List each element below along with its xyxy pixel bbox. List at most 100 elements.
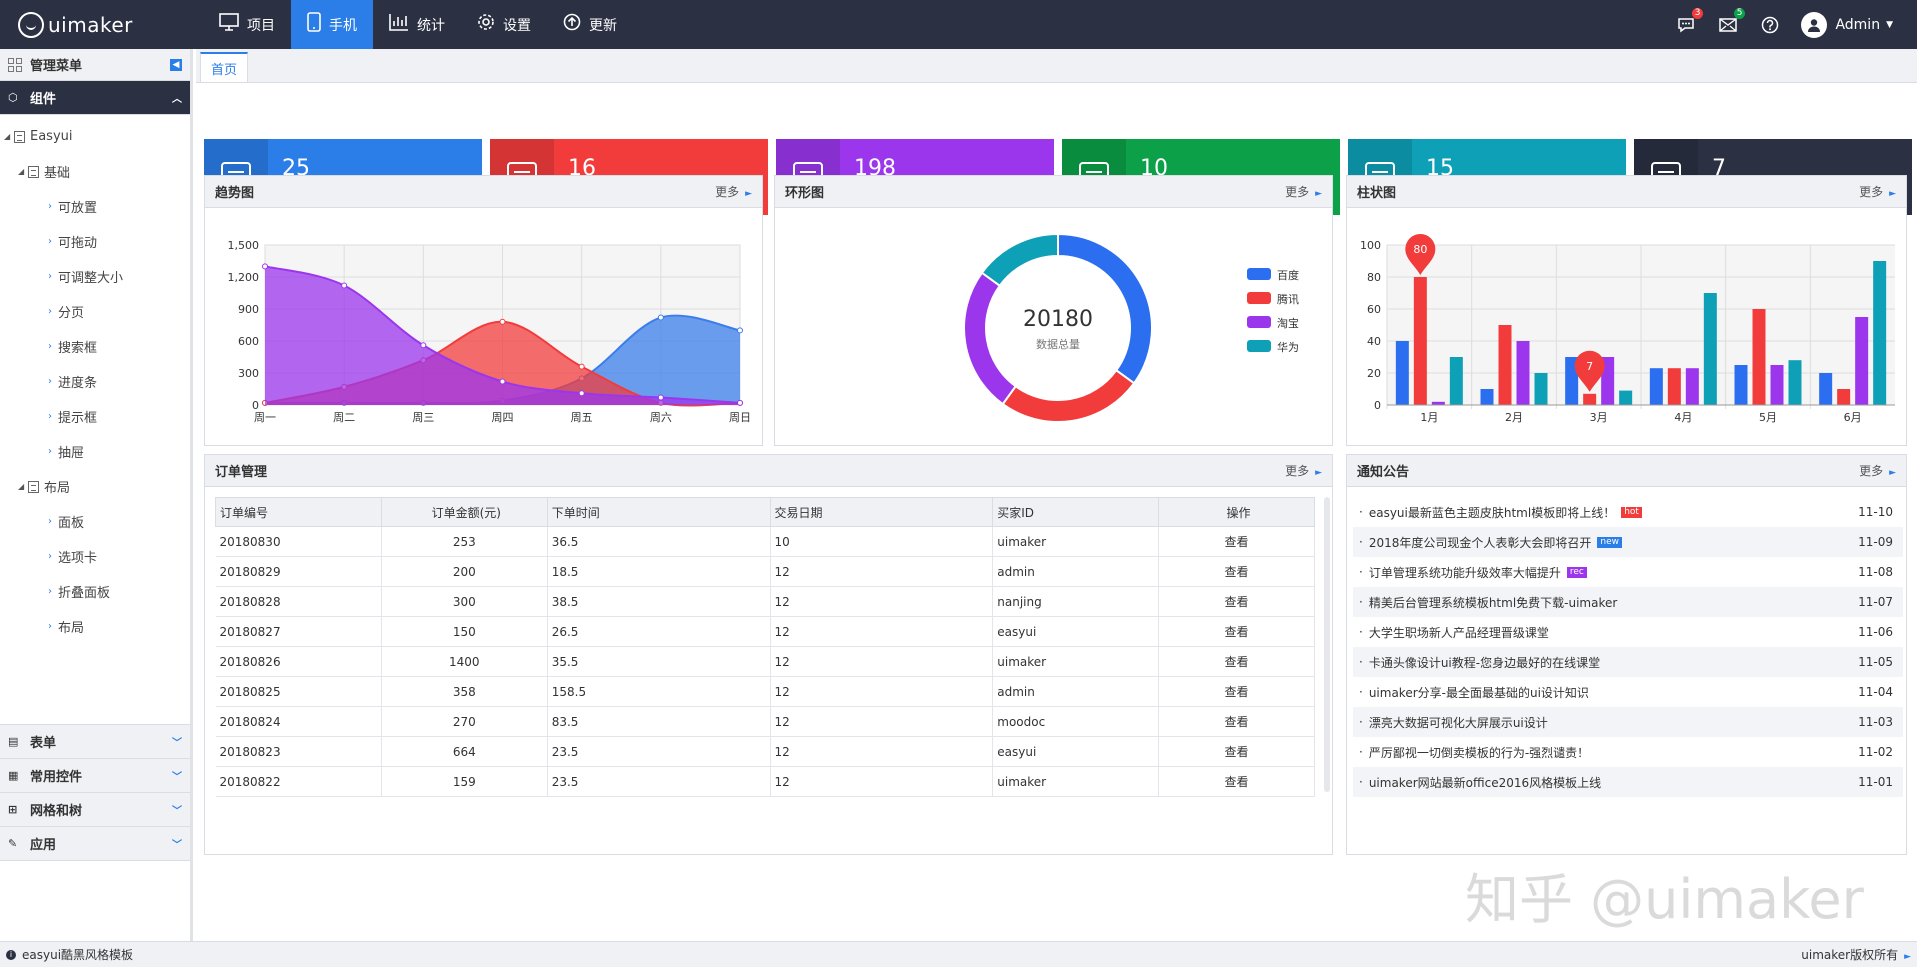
more-link[interactable]: 更多 ► <box>1859 185 1896 199</box>
table-row[interactable]: 20180826 1400 35.5 12 uimaker 查看 <box>215 646 1315 677</box>
notice-title[interactable]: easyui最新蓝色主题皮肤html模板即将上线！ <box>1368 505 1616 520</box>
column-header[interactable]: 下单时间 <box>546 497 771 527</box>
nav-item-3[interactable]: 设置 <box>461 0 547 49</box>
tree-node-label: 分页 <box>58 306 85 321</box>
update-icon <box>563 13 581 36</box>
bullet-icon: · <box>1359 505 1363 519</box>
notice-title[interactable]: 精美后台管理系统模板html免费下载-uimaker <box>1368 595 1618 610</box>
tree-leaf[interactable]: › 选项卡 <box>0 539 190 574</box>
data-point <box>499 378 506 385</box>
notice-title[interactable]: 漂亮大数据可视化大屏展示ui设计 <box>1368 715 1548 730</box>
table-row[interactable]: 20180825 358 158.5 12 admin 查看 <box>215 676 1315 707</box>
notice-title[interactable]: 大学生职场新人产品经理晋级课堂 <box>1368 625 1549 640</box>
tree-toggle-icon[interactable]: ◢ <box>4 132 11 141</box>
message-icon[interactable]: 3 <box>1675 7 1704 36</box>
notice-title[interactable]: 严厉鄙视一切倒卖模板的行为-强烈谴责！ <box>1368 745 1590 760</box>
more-link[interactable]: 更多 ► <box>715 185 752 199</box>
notice-item[interactable]: · 严厉鄙视一切倒卖模板的行为-强烈谴责！ 11-02 <box>1353 737 1903 767</box>
tree-node-label: 面板 <box>58 516 85 531</box>
legend-swatch <box>1247 268 1271 280</box>
tree-leaf[interactable]: › 抽屉 <box>0 434 190 469</box>
notice-item[interactable]: · easyui最新蓝色主题皮肤html模板即将上线！ hot 11-10 <box>1353 497 1903 527</box>
tree-folder[interactable]: ◢ Easyui <box>0 119 190 154</box>
table-cell: 20180823 <box>215 736 382 767</box>
table-row[interactable]: 20180830 253 36.5 10 uimaker 查看 <box>215 526 1315 557</box>
tree-folder[interactable]: ◢ 布局 <box>0 469 190 504</box>
notice-title[interactable]: 2018年度公司现金个人表彰大会即将召开 <box>1368 535 1592 550</box>
tree-leaf[interactable]: › 搜索框 <box>0 329 190 364</box>
notice-item[interactable]: · uimaker网站最新office2016风格模板上线 11-01 <box>1353 767 1903 797</box>
table-scrollbar[interactable] <box>1324 497 1330 792</box>
table-cell: 20180822 <box>215 766 382 797</box>
tree-leaf[interactable]: › 可调整大小 <box>0 259 190 294</box>
view-link[interactable]: 查看 <box>1158 616 1315 647</box>
view-link[interactable]: 查看 <box>1158 646 1315 677</box>
notice-title[interactable]: 卡通头像设计ui教程-您身边最好的在线课堂 <box>1368 655 1601 670</box>
column-header[interactable]: 操作 <box>1158 497 1315 527</box>
user-dropdown-icon[interactable]: ▼ <box>1886 19 1893 30</box>
column-header[interactable]: 交易日期 <box>769 497 994 527</box>
sidebar-section-0[interactable]: ▤ 表单 ﹀ <box>0 725 190 759</box>
more-link[interactable]: 更多 ► <box>1859 464 1896 478</box>
column-header[interactable]: 订单编号 <box>215 497 382 527</box>
table-row[interactable]: 20180823 664 23.5 12 easyui 查看 <box>215 736 1315 767</box>
tree-folder[interactable]: ◢ 基础 <box>0 154 190 189</box>
table-cell: 159 <box>381 766 548 797</box>
table-row[interactable]: 20180824 270 83.5 12 moodoc 查看 <box>215 706 1315 737</box>
sidebar-section-components[interactable]: ⬡ 组件 ︿ <box>0 81 190 115</box>
view-link[interactable]: 查看 <box>1158 676 1315 707</box>
table-row[interactable]: 20180822 159 23.5 12 uimaker 查看 <box>215 766 1315 797</box>
notice-item[interactable]: · 卡通头像设计ui教程-您身边最好的在线课堂 11-05 <box>1353 647 1903 677</box>
notice-title[interactable]: uimaker网站最新office2016风格模板上线 <box>1368 775 1602 790</box>
nav-item-label: 统计 <box>417 17 445 34</box>
bar <box>1649 368 1663 405</box>
view-link[interactable]: 查看 <box>1158 706 1315 737</box>
tree-leaf[interactable]: › 面板 <box>0 504 190 539</box>
notice-item[interactable]: · 大学生职场新人产品经理晋级课堂 11-06 <box>1353 617 1903 647</box>
view-link[interactable]: 查看 <box>1158 526 1315 557</box>
tree-leaf[interactable]: › 折叠面板 <box>0 574 190 609</box>
nav-item-1[interactable]: 手机 <box>291 0 373 49</box>
view-link[interactable]: 查看 <box>1158 556 1315 587</box>
table-row[interactable]: 20180829 200 18.5 12 admin 查看 <box>215 556 1315 587</box>
notice-item[interactable]: · 漂亮大数据可视化大屏展示ui设计 11-03 <box>1353 707 1903 737</box>
legend-label: 华为 <box>1277 340 1299 354</box>
notice-item[interactable]: · uimaker分享-最全面最基础的ui设计知识 11-04 <box>1353 677 1903 707</box>
sidebar-collapse-icon[interactable]: ◀ <box>170 58 182 71</box>
table-row[interactable]: 20180828 300 38.5 12 nanjing 查看 <box>215 586 1315 617</box>
tree-leaf[interactable]: › 分页 <box>0 294 190 329</box>
notice-title[interactable]: uimaker分享-最全面最基础的ui设计知识 <box>1368 685 1589 700</box>
tree-toggle-icon[interactable]: ◢ <box>18 482 25 491</box>
sidebar-section-3[interactable]: ✎ 应用 ﹀ <box>0 827 190 861</box>
user-avatar-icon[interactable] <box>1801 11 1828 38</box>
help-icon[interactable] <box>1759 14 1781 36</box>
notice-title[interactable]: 订单管理系统功能升级效率大幅提升 <box>1368 565 1561 580</box>
mail-icon[interactable]: 5 <box>1717 7 1746 36</box>
nav-item-0[interactable]: 项目 <box>203 0 291 49</box>
column-header[interactable]: 订单金额(元) <box>380 497 548 527</box>
tree-leaf[interactable]: › 进度条 <box>0 364 190 399</box>
view-link[interactable]: 查看 <box>1158 586 1315 617</box>
column-header[interactable]: 买家ID <box>992 497 1160 527</box>
tree-leaf[interactable]: › 可放置 <box>0 189 190 224</box>
table-cell: 12 <box>770 736 994 767</box>
notice-item[interactable]: · 2018年度公司现金个人表彰大会即将召开 new 11-09 <box>1353 527 1903 557</box>
more-link[interactable]: 更多 ► <box>1285 464 1322 478</box>
tree-toggle-icon[interactable]: ◢ <box>18 167 25 176</box>
tree-leaf[interactable]: › 布局 <box>0 609 190 644</box>
notice-item[interactable]: · 订单管理系统功能升级效率大幅提升 rec 11-08 <box>1353 557 1903 587</box>
notice-item[interactable]: · 精美后台管理系统模板html免费下载-uimaker 11-07 <box>1353 587 1903 617</box>
sidebar-section-1[interactable]: ▦ 常用控件 ﹀ <box>0 759 190 793</box>
more-link[interactable]: 更多 ► <box>1285 185 1322 199</box>
tree-leaf[interactable]: › 提示框 <box>0 399 190 434</box>
nav-item-2[interactable]: 统计 <box>373 0 461 49</box>
user-name[interactable]: Admin <box>1835 16 1881 33</box>
logo[interactable]: uimaker <box>0 0 200 49</box>
nav-item-4[interactable]: 更新 <box>547 0 633 49</box>
table-row[interactable]: 20180827 150 26.5 12 easyui 查看 <box>215 616 1315 647</box>
view-link[interactable]: 查看 <box>1158 766 1315 797</box>
sidebar-section-2[interactable]: ⊞ 网格和树 ﹀ <box>0 793 190 827</box>
tree-leaf[interactable]: › 可拖动 <box>0 224 190 259</box>
view-link[interactable]: 查看 <box>1158 736 1315 767</box>
tab-home[interactable]: 首页 <box>200 52 249 82</box>
